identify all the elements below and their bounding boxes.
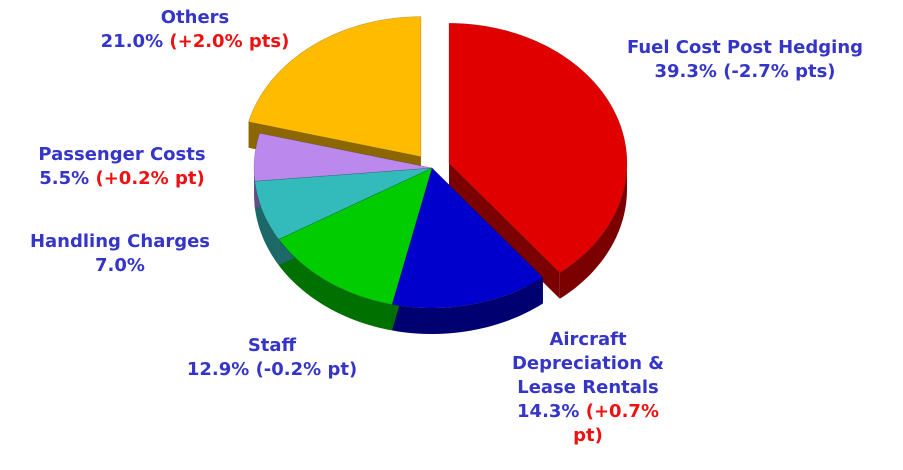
- slice-side: [392, 277, 543, 334]
- change-label: (-0.2% pt): [255, 359, 358, 380]
- slice-side: [559, 163, 627, 299]
- pie-slice: [391, 167, 544, 309]
- value-line: 7.0%: [10, 254, 230, 278]
- slice-label: Staff 12.9% (-0.2% pt): [152, 334, 392, 382]
- category-name: Aircraft Depreciation & Lease Rentals: [511, 329, 665, 398]
- slice-label: Passenger Costs 5.5% (+0.2% pt): [2, 143, 242, 191]
- change-label: (+0.2% pt): [95, 168, 205, 189]
- slice-label: Others 21.0% (+2.0% pts): [65, 6, 325, 54]
- category-name: Staff: [247, 335, 297, 356]
- value-label: 7.0%: [95, 255, 145, 276]
- value-line: 14.3% (+0.7% pt): [508, 400, 668, 448]
- category-name: Handling Charges: [29, 231, 211, 252]
- slice-side: [254, 168, 255, 208]
- pie-slice: [254, 167, 433, 240]
- value-label: 14.3%: [517, 401, 580, 422]
- value-label: 12.9%: [186, 359, 250, 380]
- slice-label: Aircraft Depreciation & Lease Rentals 14.…: [508, 328, 668, 448]
- pie-slice: [448, 22, 628, 274]
- category-name: Passenger Costs: [38, 144, 206, 165]
- slice-side: [278, 239, 393, 331]
- value-line: 5.5% (+0.2% pt): [2, 167, 242, 191]
- slice-wall: [448, 163, 560, 299]
- pie-slice: [278, 167, 433, 305]
- pie-slice: [248, 16, 422, 157]
- category-name: Fuel Cost Post Hedging: [626, 37, 864, 58]
- slice-label: Handling Charges 7.0%: [10, 230, 230, 278]
- category-name: Others: [160, 7, 230, 28]
- value-line: 39.3% (-2.7% pts): [595, 60, 895, 84]
- change-label: (-2.7% pts): [723, 61, 836, 82]
- value-line: 12.9% (-0.2% pt): [152, 358, 392, 382]
- change-label: (+2.0% pts): [169, 31, 290, 52]
- value-label: 39.3%: [654, 61, 717, 82]
- pie-slice: [253, 132, 433, 182]
- slice-side: [254, 181, 279, 266]
- slice-label: Fuel Cost Post Hedging 39.3% (-2.7% pts): [595, 36, 895, 84]
- change-label: (+0.7% pt): [573, 401, 659, 446]
- value-line: 21.0% (+2.0% pts): [65, 30, 325, 54]
- value-label: 21.0%: [100, 31, 164, 52]
- value-label: 5.5%: [39, 168, 90, 189]
